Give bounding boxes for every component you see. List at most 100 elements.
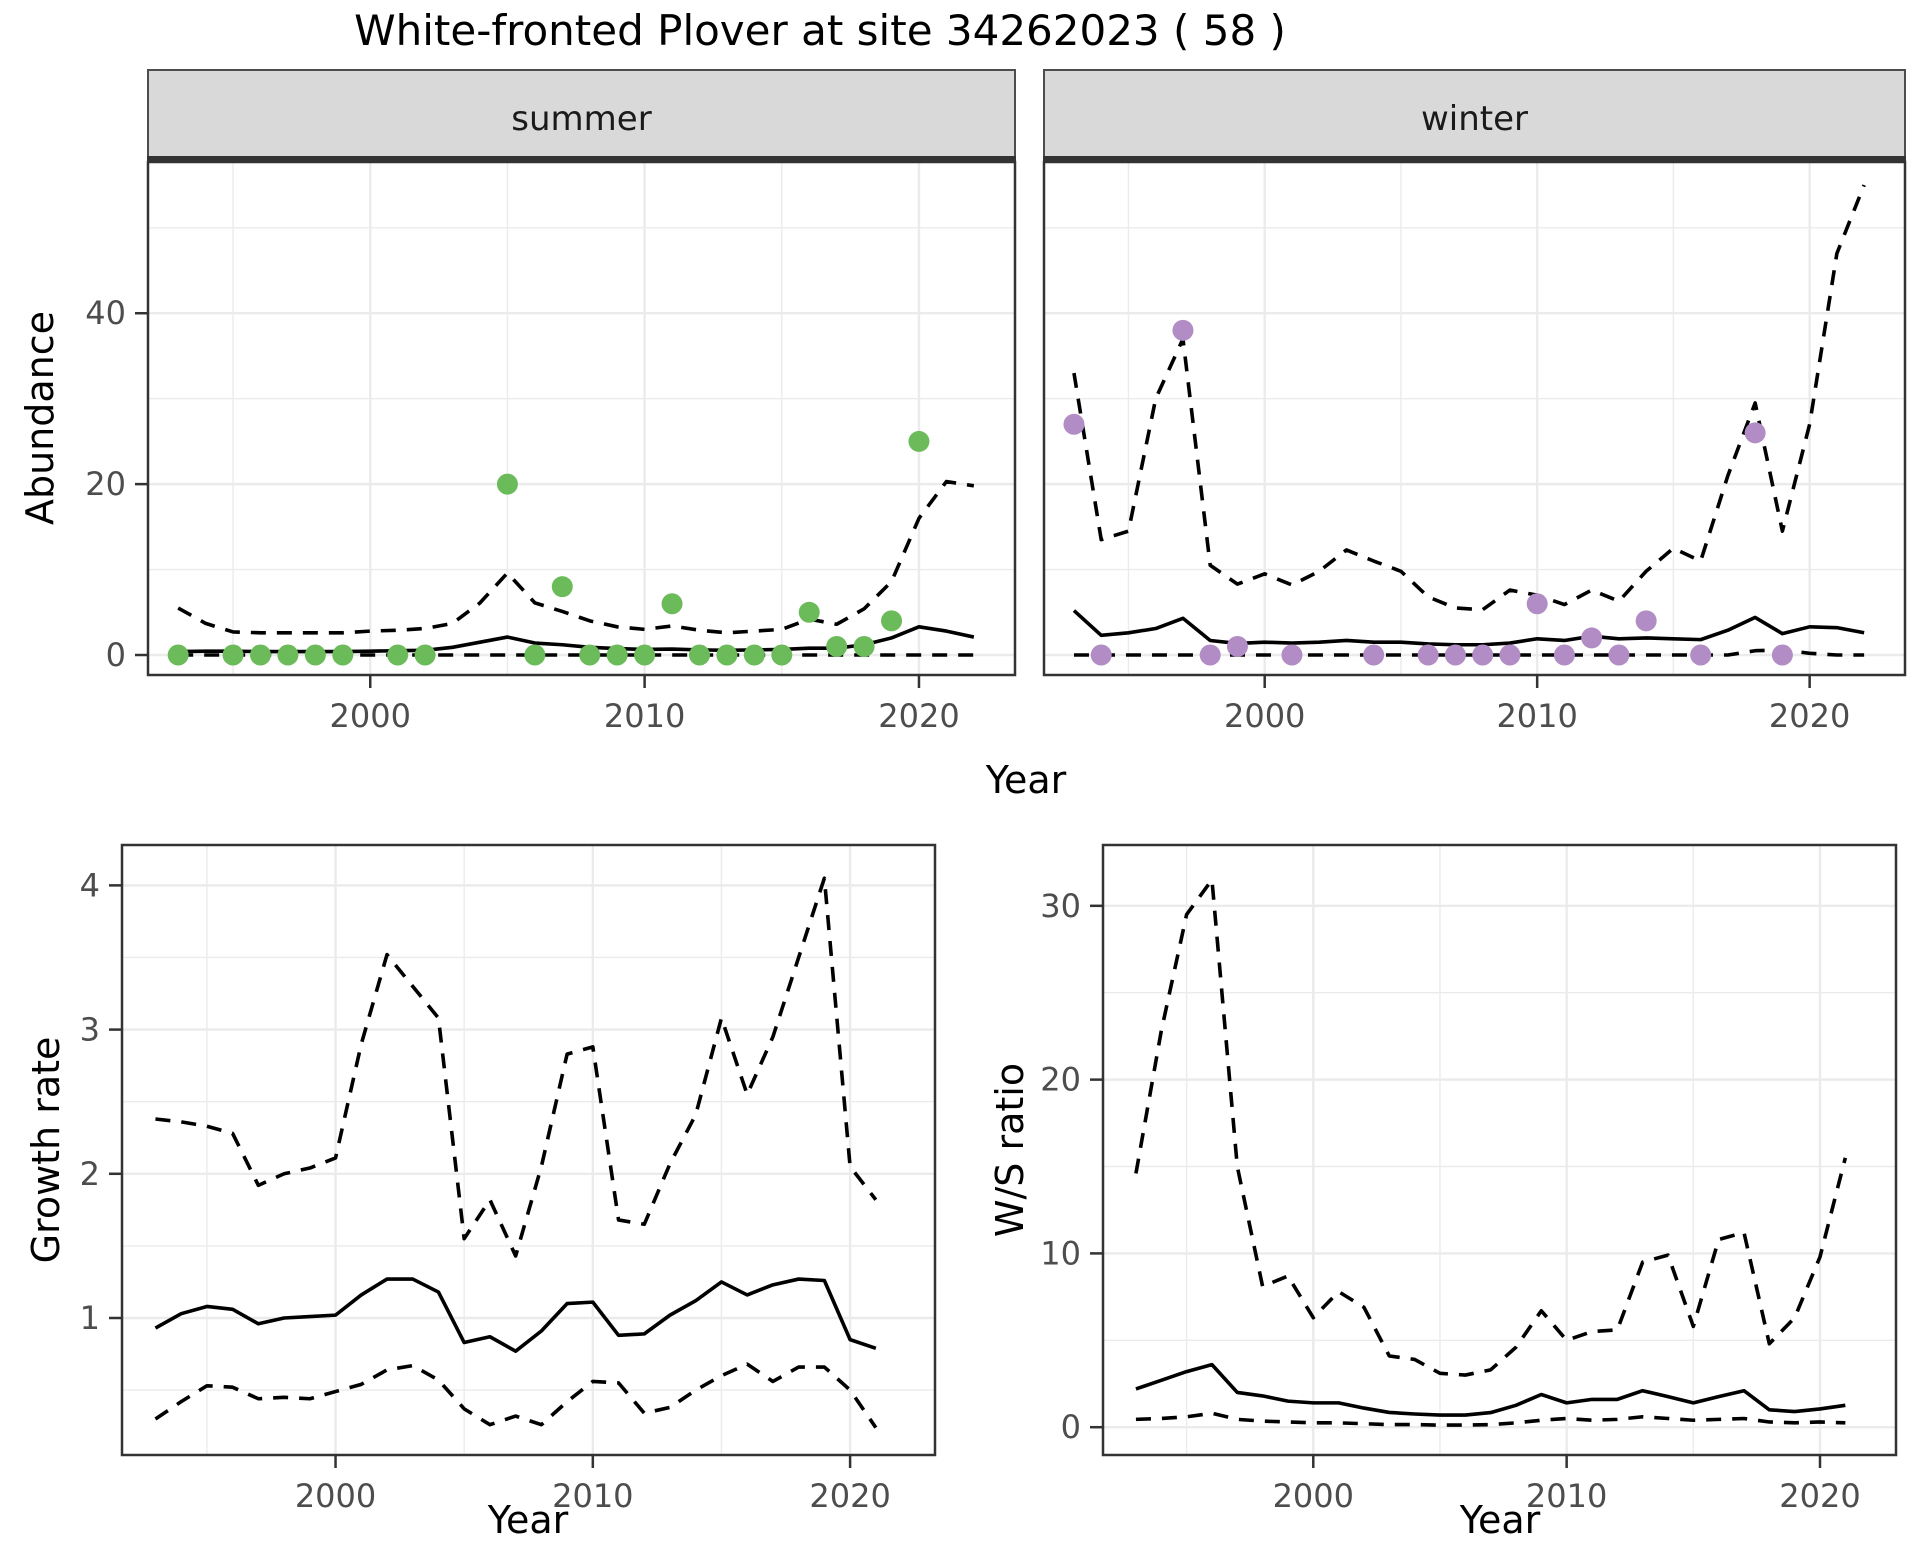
data-point-observed-winter-abundance (1635, 610, 1657, 632)
data-point-observed-summer-abundance (167, 644, 189, 666)
data-point-observed-summer-abundance (743, 644, 765, 666)
data-point-observed-winter-abundance (1281, 644, 1303, 666)
x-tick-label: 2010 (1526, 1477, 1607, 1515)
data-point-observed-summer-abundance (606, 644, 628, 666)
facet-strip (147, 69, 1016, 159)
series-group (154, 876, 878, 1429)
y-tick-label: 0 (1061, 1408, 1081, 1446)
panel-background (122, 845, 935, 1455)
x-tick-label: 2020 (809, 1477, 890, 1515)
x-tick-label: 2010 (552, 1477, 633, 1515)
data-point-observed-summer-abundance (387, 644, 409, 666)
upper-ci-line (177, 479, 975, 635)
data-point-observed-summer-abundance (771, 644, 793, 666)
y-tick-label: 30 (1040, 887, 1081, 925)
panel-border (120, 843, 937, 1457)
panel-abundance-summer: 2000 2010 2020 0 20 40 summer (85, 69, 1017, 735)
upper-ci-line (1134, 877, 1848, 1377)
lower-ci-line (154, 1362, 878, 1429)
plot-title: White-fronted Plover at site 34262023 ( … (354, 6, 1286, 55)
x-tick-label: 2000 (1224, 697, 1305, 735)
y-tick-label: 1 (80, 1299, 100, 1337)
data-point-observed-summer-abundance (688, 644, 710, 666)
panel-growth-rate: 2000 2010 2020 1 2 3 4 (80, 843, 937, 1515)
upper-ci-line (155, 876, 878, 1258)
data-point-observed-summer-abundance (222, 644, 244, 666)
y-tick-label: 3 (80, 1011, 100, 1049)
x-tick-label: 2010 (1496, 697, 1577, 735)
data-point-observed-winter-abundance (1363, 644, 1385, 666)
data-point-observed-winter-abundance (1690, 644, 1712, 666)
data-point-observed-summer-abundance (908, 430, 930, 452)
y-tick-label: 4 (80, 866, 100, 904)
data-point-observed-winter-abundance (1581, 627, 1603, 649)
x-tick-label: 2020 (1779, 1477, 1860, 1515)
data-point-observed-summer-abundance (579, 644, 601, 666)
data-point-observed-summer-abundance (524, 644, 546, 666)
data-point-observed-summer-abundance (414, 644, 436, 666)
median-line (1072, 609, 1865, 647)
data-point-observed-winter-abundance (1090, 644, 1112, 666)
upper-ci-line (1072, 184, 1866, 612)
y-axis-title-ws-ratio: W/S ratio (988, 1062, 1032, 1238)
data-point-observed-winter-abundance (1172, 319, 1194, 341)
panel-background (1103, 845, 1896, 1455)
x-tick-label: 2000 (330, 697, 411, 735)
facet-strip (1043, 69, 1906, 159)
data-point-observed-winter-abundance (1226, 635, 1248, 657)
series-group (1063, 184, 1866, 666)
data-point-observed-winter-abundance (1744, 422, 1766, 444)
series-group (167, 430, 975, 666)
x-tick-label: 2020 (1769, 697, 1850, 735)
data-point-observed-winter-abundance (1499, 644, 1521, 666)
data-point-observed-summer-abundance (277, 644, 299, 666)
x-tick-label: 2000 (295, 1477, 376, 1515)
data-point-observed-summer-abundance (826, 635, 848, 657)
data-point-observed-summer-abundance (661, 593, 683, 615)
y-tick-label: 0 (106, 636, 126, 674)
data-point-observed-summer-abundance (304, 644, 326, 666)
panel-background (148, 162, 1015, 675)
data-point-observed-winter-abundance (1063, 413, 1085, 435)
panel-background (1044, 162, 1905, 675)
strip-label-winter: winter (1421, 99, 1528, 139)
y-axis-title-abundance: Abundance (18, 310, 62, 526)
data-point-observed-winter-abundance (1608, 644, 1630, 666)
y-tick-label: 20 (85, 465, 126, 503)
x-axis-title-year-growth: Year (487, 1498, 569, 1542)
data-point-observed-summer-abundance (716, 644, 738, 666)
data-point-observed-summer-abundance (496, 473, 518, 495)
data-point-observed-winter-abundance (1553, 644, 1575, 666)
data-point-observed-winter-abundance (1199, 644, 1221, 666)
x-tick-label: 2010 (604, 697, 685, 735)
data-point-observed-summer-abundance (634, 644, 656, 666)
y-tick-label: 20 (1040, 1061, 1081, 1099)
data-point-observed-summer-abundance (853, 635, 875, 657)
x-tick-label: 2000 (1273, 1477, 1354, 1515)
data-point-observed-winter-abundance (1417, 644, 1439, 666)
median-line (154, 1277, 877, 1353)
x-tick-label: 2020 (878, 697, 959, 735)
y-axis-title-growth-rate: Growth rate (24, 1036, 68, 1264)
data-point-observed-summer-abundance (798, 601, 820, 623)
data-point-observed-summer-abundance (332, 644, 354, 666)
x-axis-title-year-top: Year (985, 758, 1067, 802)
data-point-observed-summer-abundance (551, 576, 573, 598)
data-point-observed-winter-abundance (1472, 644, 1494, 666)
data-point-observed-winter-abundance (1771, 644, 1793, 666)
y-tick-label: 2 (80, 1155, 100, 1193)
data-point-observed-summer-abundance (249, 644, 271, 666)
y-tick-label: 10 (1040, 1234, 1081, 1272)
median-line (1135, 1362, 1846, 1417)
strip-label-summer: summer (511, 99, 651, 139)
panel-abundance-winter: 2000 2010 2020 winter (1042, 69, 1907, 735)
y-tick-label: 40 (85, 294, 126, 332)
x-axis-title-year-ws: Year (1459, 1498, 1541, 1542)
panel-border (1101, 843, 1898, 1457)
data-point-observed-winter-abundance (1526, 593, 1548, 615)
data-point-observed-summer-abundance (881, 610, 903, 632)
series-group (1134, 877, 1848, 1427)
data-point-observed-winter-abundance (1444, 644, 1466, 666)
